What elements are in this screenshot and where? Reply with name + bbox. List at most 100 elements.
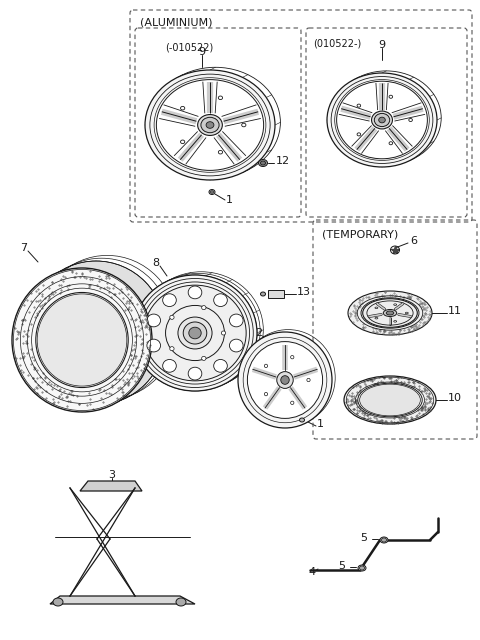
Ellipse shape bbox=[360, 566, 364, 570]
Ellipse shape bbox=[242, 124, 246, 127]
Ellipse shape bbox=[202, 305, 206, 310]
Ellipse shape bbox=[147, 314, 160, 327]
Ellipse shape bbox=[259, 159, 267, 166]
Ellipse shape bbox=[211, 191, 214, 193]
Text: (-010522): (-010522) bbox=[165, 42, 213, 52]
Ellipse shape bbox=[389, 95, 393, 99]
Ellipse shape bbox=[180, 140, 185, 143]
Ellipse shape bbox=[156, 79, 264, 170]
Ellipse shape bbox=[307, 378, 310, 381]
Text: (010522-): (010522-) bbox=[313, 38, 361, 48]
Ellipse shape bbox=[389, 141, 393, 145]
Text: 8: 8 bbox=[152, 258, 159, 268]
Polygon shape bbox=[80, 481, 142, 491]
Ellipse shape bbox=[229, 314, 243, 327]
Ellipse shape bbox=[238, 332, 332, 428]
Ellipse shape bbox=[290, 355, 294, 359]
Ellipse shape bbox=[12, 268, 152, 412]
Ellipse shape bbox=[327, 73, 437, 167]
Ellipse shape bbox=[380, 537, 388, 543]
Ellipse shape bbox=[229, 339, 243, 352]
Ellipse shape bbox=[214, 360, 228, 372]
Text: 3: 3 bbox=[108, 470, 116, 480]
Ellipse shape bbox=[247, 342, 323, 419]
Ellipse shape bbox=[358, 565, 366, 571]
Ellipse shape bbox=[394, 321, 396, 322]
Ellipse shape bbox=[53, 598, 63, 606]
Text: 2: 2 bbox=[255, 328, 262, 338]
Ellipse shape bbox=[188, 286, 202, 299]
Ellipse shape bbox=[218, 150, 223, 154]
Ellipse shape bbox=[163, 294, 176, 307]
Ellipse shape bbox=[178, 317, 212, 349]
Ellipse shape bbox=[336, 81, 427, 159]
Ellipse shape bbox=[379, 117, 385, 123]
Ellipse shape bbox=[372, 111, 393, 129]
Text: 1: 1 bbox=[317, 419, 324, 429]
Ellipse shape bbox=[409, 118, 412, 122]
Text: 9: 9 bbox=[198, 47, 205, 57]
Ellipse shape bbox=[189, 327, 201, 339]
Text: (ALUMINIUM): (ALUMINIUM) bbox=[140, 17, 213, 27]
Ellipse shape bbox=[145, 70, 275, 180]
Ellipse shape bbox=[144, 285, 246, 381]
Text: 4: 4 bbox=[308, 567, 315, 577]
Polygon shape bbox=[50, 596, 195, 604]
Text: 5: 5 bbox=[338, 561, 345, 571]
Ellipse shape bbox=[183, 322, 207, 344]
Text: 6: 6 bbox=[410, 236, 417, 246]
Text: 7: 7 bbox=[20, 243, 27, 253]
Ellipse shape bbox=[277, 372, 293, 388]
Ellipse shape bbox=[202, 356, 206, 360]
Ellipse shape bbox=[357, 133, 360, 136]
Ellipse shape bbox=[218, 96, 223, 100]
Ellipse shape bbox=[264, 392, 268, 396]
Ellipse shape bbox=[170, 347, 174, 351]
Text: 13: 13 bbox=[297, 287, 311, 297]
Ellipse shape bbox=[180, 106, 185, 110]
Ellipse shape bbox=[394, 304, 396, 305]
Bar bbox=[268, 290, 284, 298]
Text: (TEMPORARY): (TEMPORARY) bbox=[322, 229, 398, 239]
Ellipse shape bbox=[221, 331, 226, 335]
Ellipse shape bbox=[147, 339, 160, 352]
Ellipse shape bbox=[300, 418, 304, 422]
Ellipse shape bbox=[26, 261, 166, 405]
Ellipse shape bbox=[188, 367, 202, 380]
Ellipse shape bbox=[357, 104, 360, 107]
Ellipse shape bbox=[201, 117, 219, 132]
Ellipse shape bbox=[375, 317, 378, 319]
Ellipse shape bbox=[383, 310, 396, 317]
Ellipse shape bbox=[176, 598, 186, 606]
Ellipse shape bbox=[37, 294, 127, 386]
Ellipse shape bbox=[348, 291, 432, 335]
Text: 9: 9 bbox=[378, 40, 385, 50]
Ellipse shape bbox=[170, 316, 174, 319]
Ellipse shape bbox=[382, 538, 386, 542]
Ellipse shape bbox=[198, 115, 222, 136]
Ellipse shape bbox=[405, 312, 408, 314]
Text: 5: 5 bbox=[360, 533, 367, 543]
Ellipse shape bbox=[206, 122, 214, 128]
Ellipse shape bbox=[374, 113, 390, 127]
Text: 11: 11 bbox=[448, 306, 462, 316]
Ellipse shape bbox=[344, 376, 436, 424]
Ellipse shape bbox=[358, 383, 422, 417]
Ellipse shape bbox=[209, 189, 215, 195]
Ellipse shape bbox=[363, 299, 417, 327]
Ellipse shape bbox=[386, 311, 394, 315]
Ellipse shape bbox=[360, 384, 420, 416]
Ellipse shape bbox=[133, 275, 257, 391]
Ellipse shape bbox=[290, 401, 294, 404]
Text: 12: 12 bbox=[276, 156, 290, 166]
Text: 10: 10 bbox=[448, 393, 462, 403]
Ellipse shape bbox=[375, 307, 378, 308]
Ellipse shape bbox=[261, 292, 265, 296]
Ellipse shape bbox=[36, 292, 128, 388]
Ellipse shape bbox=[281, 376, 289, 384]
Ellipse shape bbox=[163, 360, 176, 372]
Ellipse shape bbox=[214, 294, 228, 307]
Ellipse shape bbox=[261, 161, 265, 165]
Text: 1: 1 bbox=[226, 195, 233, 205]
Ellipse shape bbox=[361, 298, 419, 328]
